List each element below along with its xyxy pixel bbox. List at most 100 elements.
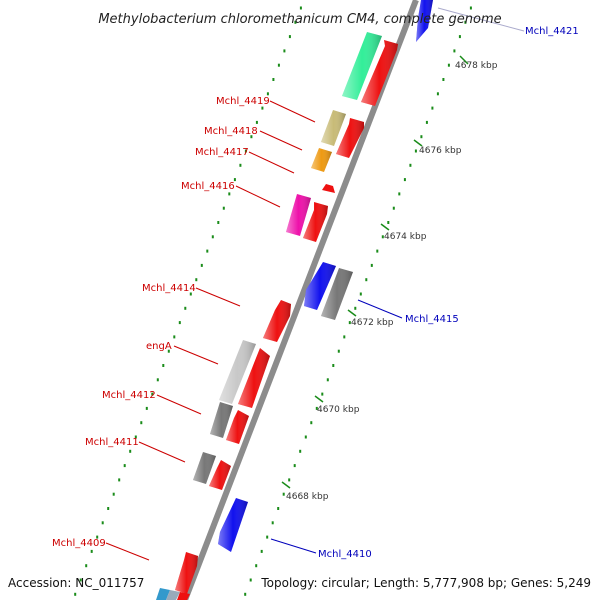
gene-label-mchl-4416[interactable]: Mchl_4416 <box>181 181 235 192</box>
tick-dot <box>431 106 434 110</box>
kbp-tick-4670 <box>314 395 324 403</box>
tick-dot <box>211 235 214 239</box>
gene-feature[interactable] <box>177 592 190 600</box>
tick-dot <box>195 278 198 282</box>
tick-dot <box>442 78 445 81</box>
kbp-label-4678: 4678 kbp <box>455 61 498 71</box>
tick-dot <box>387 221 390 224</box>
tick-dot <box>145 406 148 410</box>
tick-dot <box>447 63 450 67</box>
gene-feature-shade <box>361 40 398 106</box>
tick-dot <box>321 392 324 396</box>
tick-dot <box>255 564 258 568</box>
tick-dot <box>414 149 417 153</box>
tick-dot <box>299 6 302 10</box>
gene-label-mchl-4421[interactable]: Mchl_4421 <box>525 26 579 37</box>
gene-feature-shade <box>175 552 198 594</box>
tick-dot <box>101 521 104 525</box>
tick-dot <box>294 20 297 24</box>
gene-label-enga[interactable]: engA <box>146 341 172 352</box>
tick-dot <box>244 592 247 596</box>
tick-dot <box>464 20 467 24</box>
tick-dot <box>228 192 231 196</box>
tick-dot <box>250 135 253 139</box>
tick-dot <box>315 406 318 410</box>
forward-gene-labels: Mchl_4419 Mchl_4418 Mchl_4417 Mchl_4416 … <box>52 96 270 549</box>
gene-label-mchl-4417[interactable]: Mchl_4417 <box>195 147 249 158</box>
tick-dot <box>469 6 472 10</box>
gene-label-mchl-4412[interactable]: Mchl_4412 <box>102 390 156 401</box>
tick-dot <box>343 335 346 339</box>
tick-dot <box>310 421 313 425</box>
leader-line <box>357 299 403 319</box>
gene-feature-shade <box>286 194 311 236</box>
gene-feature[interactable] <box>156 588 170 600</box>
gene-label-mchl-4410[interactable]: Mchl_4410 <box>318 549 372 560</box>
tick-dot <box>74 592 77 596</box>
tick-dot <box>266 92 269 96</box>
tick-dot <box>359 292 362 296</box>
tick-dot <box>85 564 88 568</box>
tick-dot <box>162 364 165 367</box>
tick-dot <box>79 578 82 582</box>
tick-dot <box>260 549 263 553</box>
leader-line <box>235 185 281 208</box>
tick-dot <box>277 507 280 510</box>
gene-label-mchl-4409[interactable]: Mchl_4409 <box>52 538 106 549</box>
tick-dot <box>288 478 291 482</box>
gene-feature-shade <box>263 300 291 342</box>
tick-dot <box>337 349 340 353</box>
tick-dot <box>140 421 143 425</box>
tick-dot <box>376 249 379 253</box>
gene-feature-shade <box>321 110 346 146</box>
tick-dot <box>425 120 428 124</box>
tick-dot <box>123 464 126 468</box>
tick-dot <box>354 306 357 310</box>
tick-dot <box>409 163 412 167</box>
map-title: Methylobacterium chloromethanicum CM4, c… <box>98 12 501 27</box>
tick-dot <box>233 178 236 182</box>
tick-dot <box>178 321 181 325</box>
gene-label-mchl-4411[interactable]: Mchl_4411 <box>85 437 139 448</box>
gene-feature-shade <box>219 340 256 404</box>
tick-dot <box>392 206 395 210</box>
gene-feature-shade <box>416 0 433 42</box>
tick-dot <box>222 206 225 210</box>
tick-dot <box>458 35 461 39</box>
gene-label-mchl-4418[interactable]: Mchl_4418 <box>204 126 258 137</box>
tick-dot <box>189 292 192 296</box>
gene-feature-shade <box>342 32 382 100</box>
tick-dot <box>173 335 176 339</box>
topology-summary-text: Topology: circular; Length: 5,777,908 bp… <box>260 576 591 590</box>
tick-dot <box>261 106 264 110</box>
gene-feature-shade <box>321 268 353 320</box>
gene-label-mchl-4415[interactable]: Mchl_4415 <box>405 314 459 325</box>
tick-dot <box>299 449 302 453</box>
gene-label-mchl-4414[interactable]: Mchl_4414 <box>142 283 196 294</box>
tick-dot <box>283 49 286 53</box>
gene-feature-shade <box>193 452 216 484</box>
leader-line <box>173 345 219 365</box>
tick-dot <box>293 464 296 468</box>
gene-label-mchl-4419[interactable]: Mchl_4419 <box>216 96 270 107</box>
leader-line <box>105 542 150 561</box>
kbp-scale: 4678 kbp 4676 kbp 4674 kbp 4672 kbp 4670… <box>281 55 498 502</box>
gene-feature-shade <box>304 262 336 310</box>
gene-feature-shade <box>238 348 270 408</box>
tick-dot <box>244 149 247 153</box>
gene-feature-shade <box>311 148 332 172</box>
tick-dot <box>206 249 209 253</box>
gene-feature[interactable] <box>322 184 335 193</box>
kbp-tick-4676 <box>413 139 423 147</box>
kbp-label-4672: 4672 kbp <box>351 318 394 328</box>
tick-dot <box>436 92 439 96</box>
tick-dot <box>151 392 154 396</box>
tick-dot <box>282 492 285 496</box>
reverse-leader-lines <box>270 7 525 554</box>
gene-feature-shade <box>210 402 233 438</box>
tick-dot <box>326 378 329 382</box>
gene-feature[interactable] <box>166 590 180 600</box>
tick-dot <box>112 492 115 496</box>
leader-line <box>195 287 241 307</box>
